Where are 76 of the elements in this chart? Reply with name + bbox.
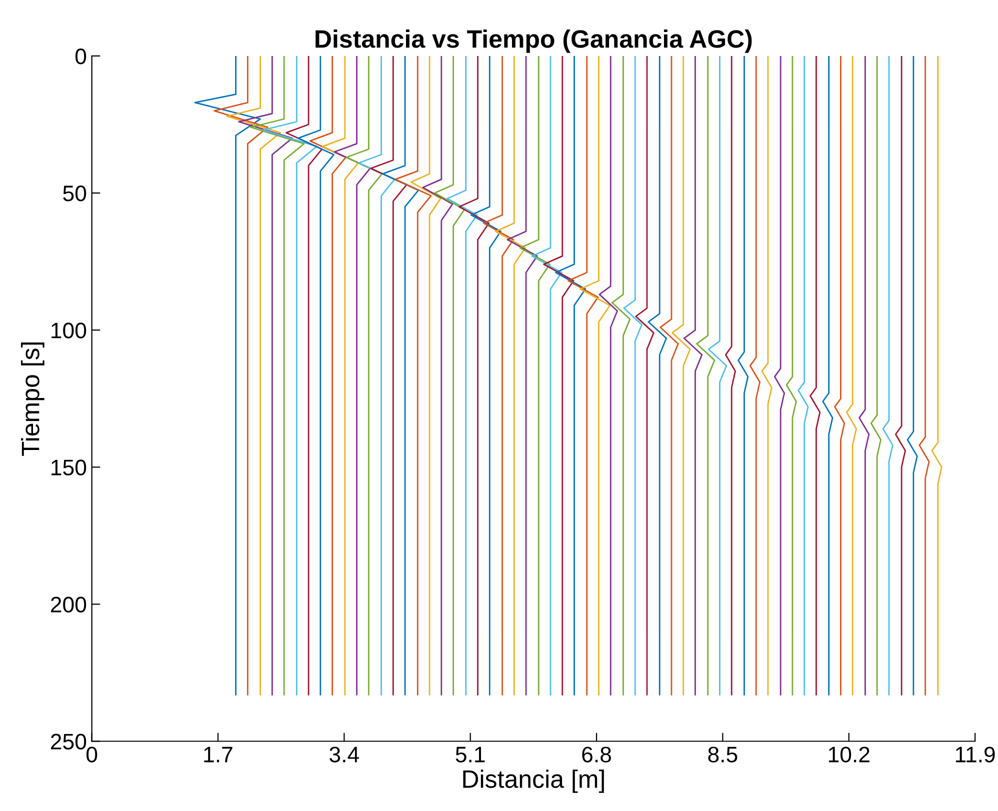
x-tick-label: 0: [86, 746, 98, 762]
chart-title: Distancia vs Tiempo (Ganancia AGC): [316, 30, 752, 53]
x-tick-label: 11.9: [956, 746, 995, 762]
line-series: [724, 56, 736, 696]
line-series: [470, 56, 502, 696]
y-tick-label: 250: [51, 734, 86, 750]
line-series: [194, 56, 261, 696]
line-series: [346, 56, 383, 696]
line-series: [568, 56, 599, 696]
y-tick-label: 50: [63, 186, 86, 202]
line-series: [672, 56, 691, 696]
line-series: [749, 56, 760, 696]
line-series: [214, 56, 268, 696]
line-series: [761, 56, 772, 696]
line-series: [870, 56, 882, 696]
line-series: [918, 56, 930, 696]
line-series: [683, 56, 703, 696]
x-tick-label: 6.8: [582, 746, 611, 762]
y-tick-label: 100: [52, 322, 86, 338]
line-series: [623, 56, 642, 696]
line-series: [579, 56, 611, 696]
x-tick-label: 8.5: [708, 746, 738, 762]
line-series: [931, 56, 942, 696]
line-series: [250, 56, 305, 696]
line-series: [309, 56, 346, 696]
line-series: [334, 56, 371, 696]
line-series: [660, 56, 679, 696]
line-series: [846, 56, 857, 696]
line-series: [394, 56, 432, 696]
line-series: [286, 56, 323, 696]
line-series: [858, 56, 870, 696]
x-tick-label: 3.4: [330, 746, 359, 762]
line-series: [370, 56, 408, 696]
line-series: [238, 56, 293, 696]
line-series: [483, 56, 514, 696]
line-series: [774, 56, 785, 696]
y-tick-label: 0: [75, 48, 86, 64]
x-axis-title: Distancia [m]: [463, 770, 604, 793]
y-tick-label: 150: [52, 460, 86, 476]
x-tick-label: 1.7: [204, 746, 232, 762]
line-series: [611, 56, 631, 696]
line-series: [648, 56, 667, 696]
line-series: [598, 56, 618, 696]
line-series: [382, 56, 420, 696]
line-series: [822, 56, 834, 696]
line-series: [882, 56, 894, 696]
line-series: [786, 56, 797, 696]
line-series: [906, 56, 918, 696]
line-series: [543, 56, 574, 696]
line-series: [555, 56, 586, 696]
line-series: [410, 56, 442, 696]
line-series: [519, 56, 550, 696]
line-series: [894, 56, 906, 696]
line-series: [226, 56, 282, 696]
line-series: [810, 56, 821, 696]
line-series: [262, 56, 318, 696]
x-tick-label: 5.1: [456, 746, 485, 762]
line-series: [834, 56, 846, 696]
line-series: [322, 56, 359, 696]
line-series: [458, 56, 490, 696]
line-series: [297, 56, 334, 696]
y-tick-label: 200: [51, 596, 86, 612]
line-series: [494, 56, 526, 696]
line-series: [798, 56, 809, 696]
line-series: [434, 56, 466, 696]
line-series: [696, 56, 716, 696]
line-series: [708, 56, 728, 696]
x-tick-label: 10.2: [828, 746, 870, 762]
line-series: [358, 56, 396, 696]
line-series: [531, 56, 562, 696]
y-axis-title: Tiempo [s]: [21, 342, 44, 456]
line-series: [635, 56, 654, 696]
line-series: [506, 56, 538, 696]
line-series: [422, 56, 454, 696]
line-series: [446, 56, 478, 696]
line-series: [738, 56, 749, 696]
